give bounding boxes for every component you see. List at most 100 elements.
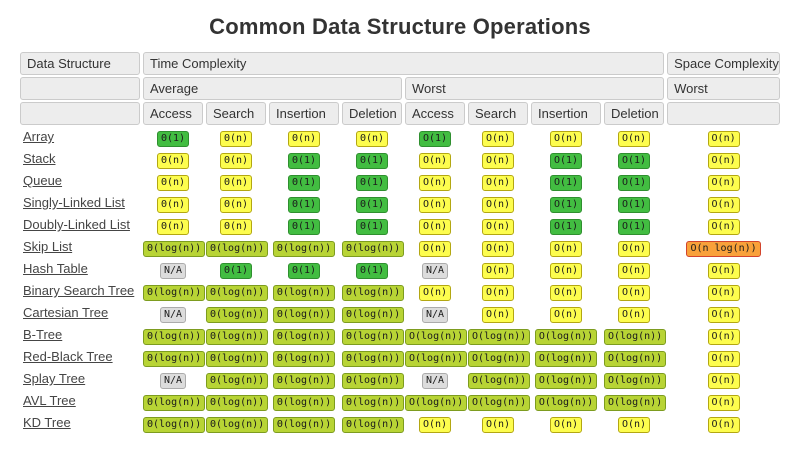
complexity-badge: O(n) — [549, 240, 583, 257]
row-link-array[interactable]: Array — [23, 129, 55, 144]
complexity-badge: O(n) — [707, 284, 740, 301]
complexity-badge: O(n) — [707, 130, 740, 147]
header-worst-space: Worst — [667, 77, 781, 100]
complexity-badge: O(log(n)) — [468, 350, 531, 367]
row-label-cell: AVL Tree — [20, 391, 140, 411]
avg-cell: Θ(1) — [269, 149, 339, 169]
header-space-complexity: Space Complexity — [667, 52, 781, 75]
avg-cell: Θ(log(n)) — [143, 325, 206, 345]
complexity-badge: O(1) — [549, 218, 583, 235]
space-cell: O(n) — [667, 413, 780, 433]
complexity-badge: Θ(log(n)) — [206, 394, 269, 411]
complexity-badge: O(n) — [549, 262, 583, 279]
complexity-badge: Θ(log(n)) — [272, 416, 336, 433]
header-avg-deletion: Deletion — [342, 102, 402, 125]
complexity-badge: O(n) — [707, 372, 740, 389]
avg-cell: Θ(log(n)) — [269, 413, 339, 433]
avg-cell: Θ(log(n)) — [269, 369, 339, 389]
row-link-queue[interactable]: Queue — [23, 173, 63, 188]
row-label-cell: Skip List — [20, 237, 140, 257]
row-link-stack[interactable]: Stack — [23, 151, 56, 166]
complexity-badge: O(log(n)) — [604, 350, 667, 367]
header-avg-insertion: Insertion — [269, 102, 339, 125]
complexity-badge: O(n) — [707, 350, 740, 367]
worst-cell: O(n) — [468, 193, 528, 213]
worst-cell: O(n) — [405, 149, 465, 169]
complexity-badge: Θ(log(n)) — [342, 284, 405, 301]
avg-cell: Θ(log(n)) — [206, 325, 269, 345]
complexity-badge: O(n) — [549, 130, 583, 147]
worst-cell: O(1) — [531, 193, 601, 213]
row-link-cartesian-tree[interactable]: Cartesian Tree — [23, 305, 109, 320]
row-link-hash-table[interactable]: Hash Table — [23, 261, 88, 276]
complexity-badge: Θ(log(n)) — [143, 350, 206, 367]
avg-cell: Θ(n) — [206, 215, 266, 235]
space-cell: O(n) — [667, 149, 780, 169]
worst-cell: O(n) — [468, 237, 528, 257]
complexity-badge: Θ(log(n)) — [143, 328, 206, 345]
row-link-avl-tree[interactable]: AVL Tree — [23, 393, 76, 408]
worst-cell: O(log(n)) — [531, 347, 601, 367]
worst-cell: O(n) — [468, 215, 528, 235]
avg-cell: Θ(n) — [143, 149, 203, 169]
worst-cell: O(n) — [604, 303, 664, 323]
worst-cell: O(log(n)) — [405, 391, 468, 411]
complexity-badge: O(n) — [418, 174, 452, 191]
row-link-red-black-tree[interactable]: Red-Black Tree — [23, 349, 113, 364]
avg-cell: Θ(log(n)) — [342, 391, 405, 411]
worst-cell: O(n) — [468, 171, 528, 191]
avg-cell: Θ(log(n)) — [206, 281, 269, 301]
row-link-singly-linked-list[interactable]: Singly-Linked List — [23, 195, 125, 210]
table-row: Stack Θ(n) Θ(n) Θ(1) Θ(1) O(n) O(n) O(1) O(1) O(n… — [20, 149, 780, 169]
row-link-skip-list[interactable]: Skip List — [23, 239, 73, 254]
avg-cell: Θ(n) — [206, 149, 266, 169]
avg-cell: Θ(1) — [269, 259, 339, 279]
header-average: Average — [143, 77, 402, 100]
row-link-binary-search-tree[interactable]: Binary Search Tree — [23, 283, 135, 298]
row-link-b-tree[interactable]: B-Tree — [23, 327, 63, 342]
complexity-badge: O(n) — [707, 416, 740, 433]
worst-cell: O(n) — [405, 215, 465, 235]
worst-cell: O(n) — [468, 413, 528, 433]
complexity-badge: O(n) — [481, 240, 515, 257]
complexity-badge: O(1) — [617, 152, 651, 169]
complexity-badge: Θ(log(n)) — [272, 306, 336, 323]
row-link-splay-tree[interactable]: Splay Tree — [23, 371, 86, 386]
complexity-badge: O(n) — [481, 416, 515, 433]
table-row: Queue Θ(n) Θ(n) Θ(1) Θ(1) O(n) O(n) O(1) O(1) O(n… — [20, 171, 780, 191]
space-cell: O(n) — [667, 391, 780, 411]
avg-cell: Θ(n) — [143, 193, 203, 213]
row-link-kd-tree[interactable]: KD Tree — [23, 415, 71, 430]
avg-cell: Θ(n) — [269, 127, 339, 147]
row-link-doubly-linked-list[interactable]: Doubly-Linked List — [23, 217, 130, 232]
complexity-badge: Θ(1) — [355, 262, 389, 279]
table-row: Binary Search Tree Θ(log(n)) Θ(log(n)) Θ(lo… — [20, 281, 780, 301]
complexity-badge: O(n) — [617, 416, 651, 433]
space-cell: O(n) — [667, 171, 780, 191]
complexity-badge: Θ(log(n)) — [206, 416, 269, 433]
avg-cell: Θ(log(n)) — [206, 303, 269, 323]
avg-cell: Θ(n) — [206, 171, 266, 191]
worst-cell: O(n) — [405, 413, 465, 433]
worst-cell: O(log(n)) — [604, 369, 667, 389]
complexity-badge: O(n) — [707, 262, 740, 279]
complexity-badge: O(n) — [617, 306, 651, 323]
avg-cell: Θ(n) — [342, 127, 402, 147]
complexity-badge: Θ(1) — [156, 130, 190, 147]
table-row: KD Tree Θ(log(n)) Θ(log(n)) Θ(log(n)) Θ(log(… — [20, 413, 780, 433]
complexity-badge: Θ(log(n)) — [272, 284, 336, 301]
worst-cell: N/A — [405, 303, 465, 323]
space-cell: O(n) — [667, 281, 780, 301]
worst-cell: O(n) — [405, 193, 465, 213]
complexity-badge: O(n) — [549, 306, 583, 323]
complexity-badge: O(n) — [707, 152, 740, 169]
complexity-badge: O(log(n)) — [468, 372, 531, 389]
complexity-badge: O(log(n)) — [534, 350, 598, 367]
complexity-badge: O(n) — [481, 174, 515, 191]
worst-cell: O(log(n)) — [531, 391, 601, 411]
table-row: Red-Black Tree Θ(log(n)) Θ(log(n)) Θ(log(n)… — [20, 347, 780, 367]
avg-cell: Θ(n) — [206, 193, 266, 213]
avg-cell: Θ(1) — [342, 171, 402, 191]
worst-cell: O(n) — [531, 281, 601, 301]
